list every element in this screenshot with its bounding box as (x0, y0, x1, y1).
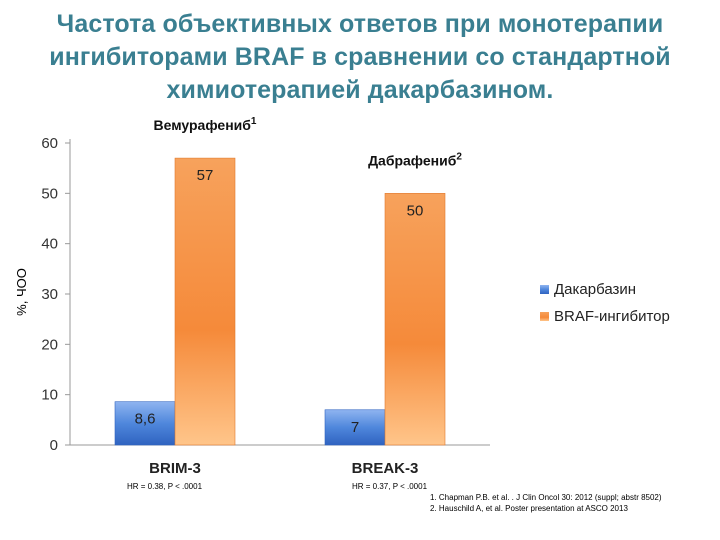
category-label: BRIM-3 (149, 460, 201, 477)
y-axis-label: %, ЧОО (14, 268, 29, 316)
title-line-2: ингибиторами BRAF в сравнении со стандар… (49, 43, 671, 71)
legend-label: BRAF-ингибитор (554, 308, 670, 325)
data-label: 8,6 (135, 411, 156, 428)
reference-2: 2. Hauschild A, et al. Poster presentati… (430, 504, 628, 513)
drug-name: Дабрафениб (368, 152, 457, 168)
brim3-hr-note: HR = 0.38, P < .0001 (127, 482, 203, 491)
y-tick-label: 20 (41, 336, 58, 353)
y-ticks: 0 10 20 30 40 50 60 (41, 135, 70, 454)
reference-marker: 2 (456, 151, 462, 162)
bar-braf-inhibitor (174, 157, 236, 446)
y-tick-label: 0 (50, 437, 58, 454)
bar-braf-inhibitor (384, 193, 446, 446)
y-tick-label: 10 (41, 387, 58, 404)
legend-swatch (540, 285, 549, 294)
drug-annotation: Дабрафениб2 (368, 151, 462, 168)
legend-label: Дакарбазин (554, 281, 636, 298)
drug-name: Вемурафениб (154, 117, 252, 133)
title-line-3: химиотерапией дакарбазином. (166, 76, 554, 104)
references: 1. Chapman P.B. et al. . J Clin Oncol 30… (430, 492, 710, 514)
bar-dacarbazine (324, 409, 386, 446)
y-tick-label: 40 (41, 236, 58, 253)
data-label: 50 (407, 202, 424, 219)
chart-title: Частота объективных ответов при монотера… (20, 8, 700, 107)
legend: Дакарбазин BRAF-ингибитор (540, 281, 670, 325)
bar-dacarbazine (114, 401, 176, 446)
reference-1: 1. Chapman P.B. et al. . J Clin Oncol 30… (430, 493, 662, 502)
legend-swatch (540, 312, 549, 321)
y-tick-label: 60 (41, 135, 58, 152)
break3-hr-note: HR = 0.37, P < .0001 (352, 482, 428, 491)
title-line-1: Частота объективных ответов при монотера… (56, 10, 664, 38)
category-label: BREAK-3 (352, 460, 419, 477)
reference-marker: 1 (251, 116, 257, 127)
drug-annotation: Вемурафениб1 (154, 116, 257, 133)
category-labels: BRIM-3 BREAK-3 (149, 460, 418, 477)
annotations: Вемурафениб1 Дабрафениб2 (154, 116, 463, 168)
y-tick-label: 30 (41, 286, 58, 303)
y-tick-label: 50 (41, 185, 58, 202)
data-label: 7 (351, 419, 359, 436)
bars: 8,6 57 7 50 (114, 157, 446, 446)
data-label: 57 (197, 167, 214, 184)
